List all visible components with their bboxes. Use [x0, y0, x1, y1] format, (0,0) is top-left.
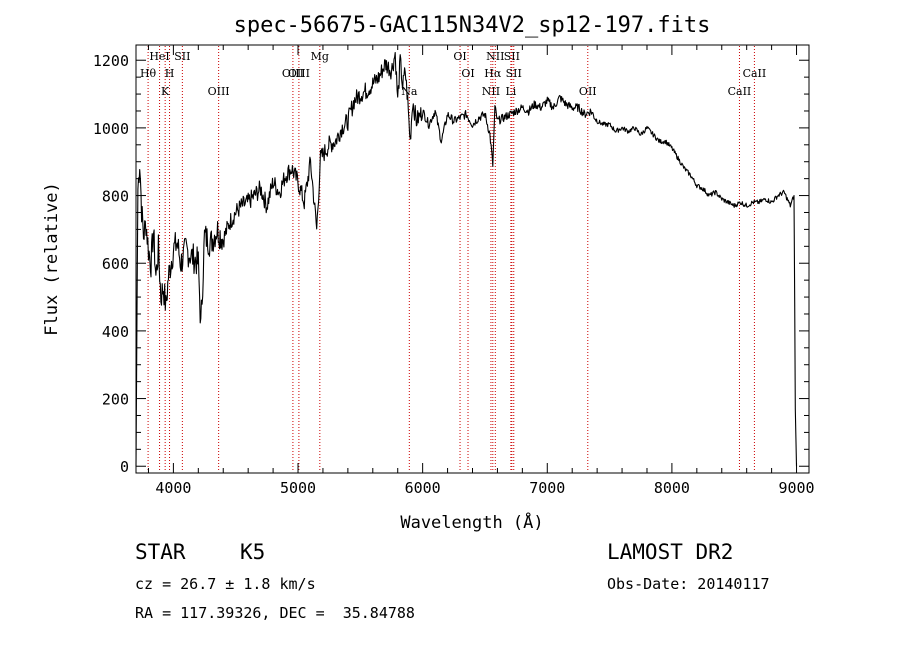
line-label-17: SII — [506, 67, 522, 80]
line-label-8: Mg — [311, 50, 329, 63]
y-axis-label: Flux (relative) — [42, 182, 62, 336]
y-tick-label: 800 — [102, 188, 129, 206]
object-class: STAR — [135, 540, 186, 564]
x-tick-label: 9000 — [778, 479, 814, 497]
plot-frame — [135, 44, 810, 474]
y-tick-label: 200 — [102, 391, 129, 409]
y-tick-label: 1200 — [93, 52, 129, 70]
x-axis-label: Wavelength (Å) — [400, 511, 543, 533]
observation-date: Obs-Date: 20140117 — [607, 575, 770, 593]
line-label-12: NII — [482, 85, 500, 98]
y-tick-label: 1000 — [93, 120, 129, 138]
line-label-0: Hθ — [140, 67, 157, 80]
redshift-value: cz = 26.7 ± 1.8 km/s — [135, 575, 316, 593]
spectrum-series — [135, 51, 798, 467]
line-label-9: Na — [401, 85, 418, 98]
line-label-10: OI — [453, 50, 466, 63]
y-tick-label: 400 — [102, 323, 129, 341]
line-label-15: Li — [505, 85, 516, 98]
spectral-line-markers — [147, 46, 755, 472]
x-tick-label: 6000 — [405, 479, 441, 497]
x-tick-label: 7000 — [529, 479, 565, 497]
line-label-5: OIII — [208, 85, 230, 98]
line-label-18: OII — [579, 85, 597, 98]
spectral-line-labels: HθHeIKHSIIOIIIOIIIOIIIMgNaOIOINIIHαNIILi… — [140, 50, 766, 98]
y-tick-label: 0 — [120, 458, 129, 476]
line-label-2: K — [161, 85, 170, 98]
line-label-4: SII — [174, 50, 190, 63]
axes: 4000 5000 6000 7000 8000 9000 0 200 400 600 800 100… — [93, 45, 815, 497]
object-subclass: K5 — [240, 540, 266, 564]
line-label-3: H — [165, 67, 175, 80]
x-tick-label: 8000 — [654, 479, 690, 497]
line-label-11: OI — [461, 67, 474, 80]
line-label-6: OIII — [282, 67, 304, 80]
coordinates: RA = 117.39326, DEC = 35.84788 — [135, 604, 415, 622]
chart-title: spec-56675-GAC115N34V2_sp12-197.fits — [234, 13, 711, 38]
y-tick-label: 600 — [102, 255, 129, 273]
line-label-16: SII — [504, 50, 520, 63]
line-label-13: Hα — [484, 67, 502, 80]
spectrum-line — [135, 51, 798, 467]
x-tick-label: 5000 — [280, 479, 316, 497]
line-label-14: NII — [486, 50, 504, 63]
line-label-7: OIII — [288, 67, 310, 80]
survey-name: LAMOST DR2 — [607, 540, 734, 564]
line-label-1: HeI — [149, 50, 169, 63]
x-tick-label: 4000 — [155, 479, 191, 497]
line-label-20: CaII — [743, 67, 767, 80]
line-label-19: CaII — [728, 85, 752, 98]
